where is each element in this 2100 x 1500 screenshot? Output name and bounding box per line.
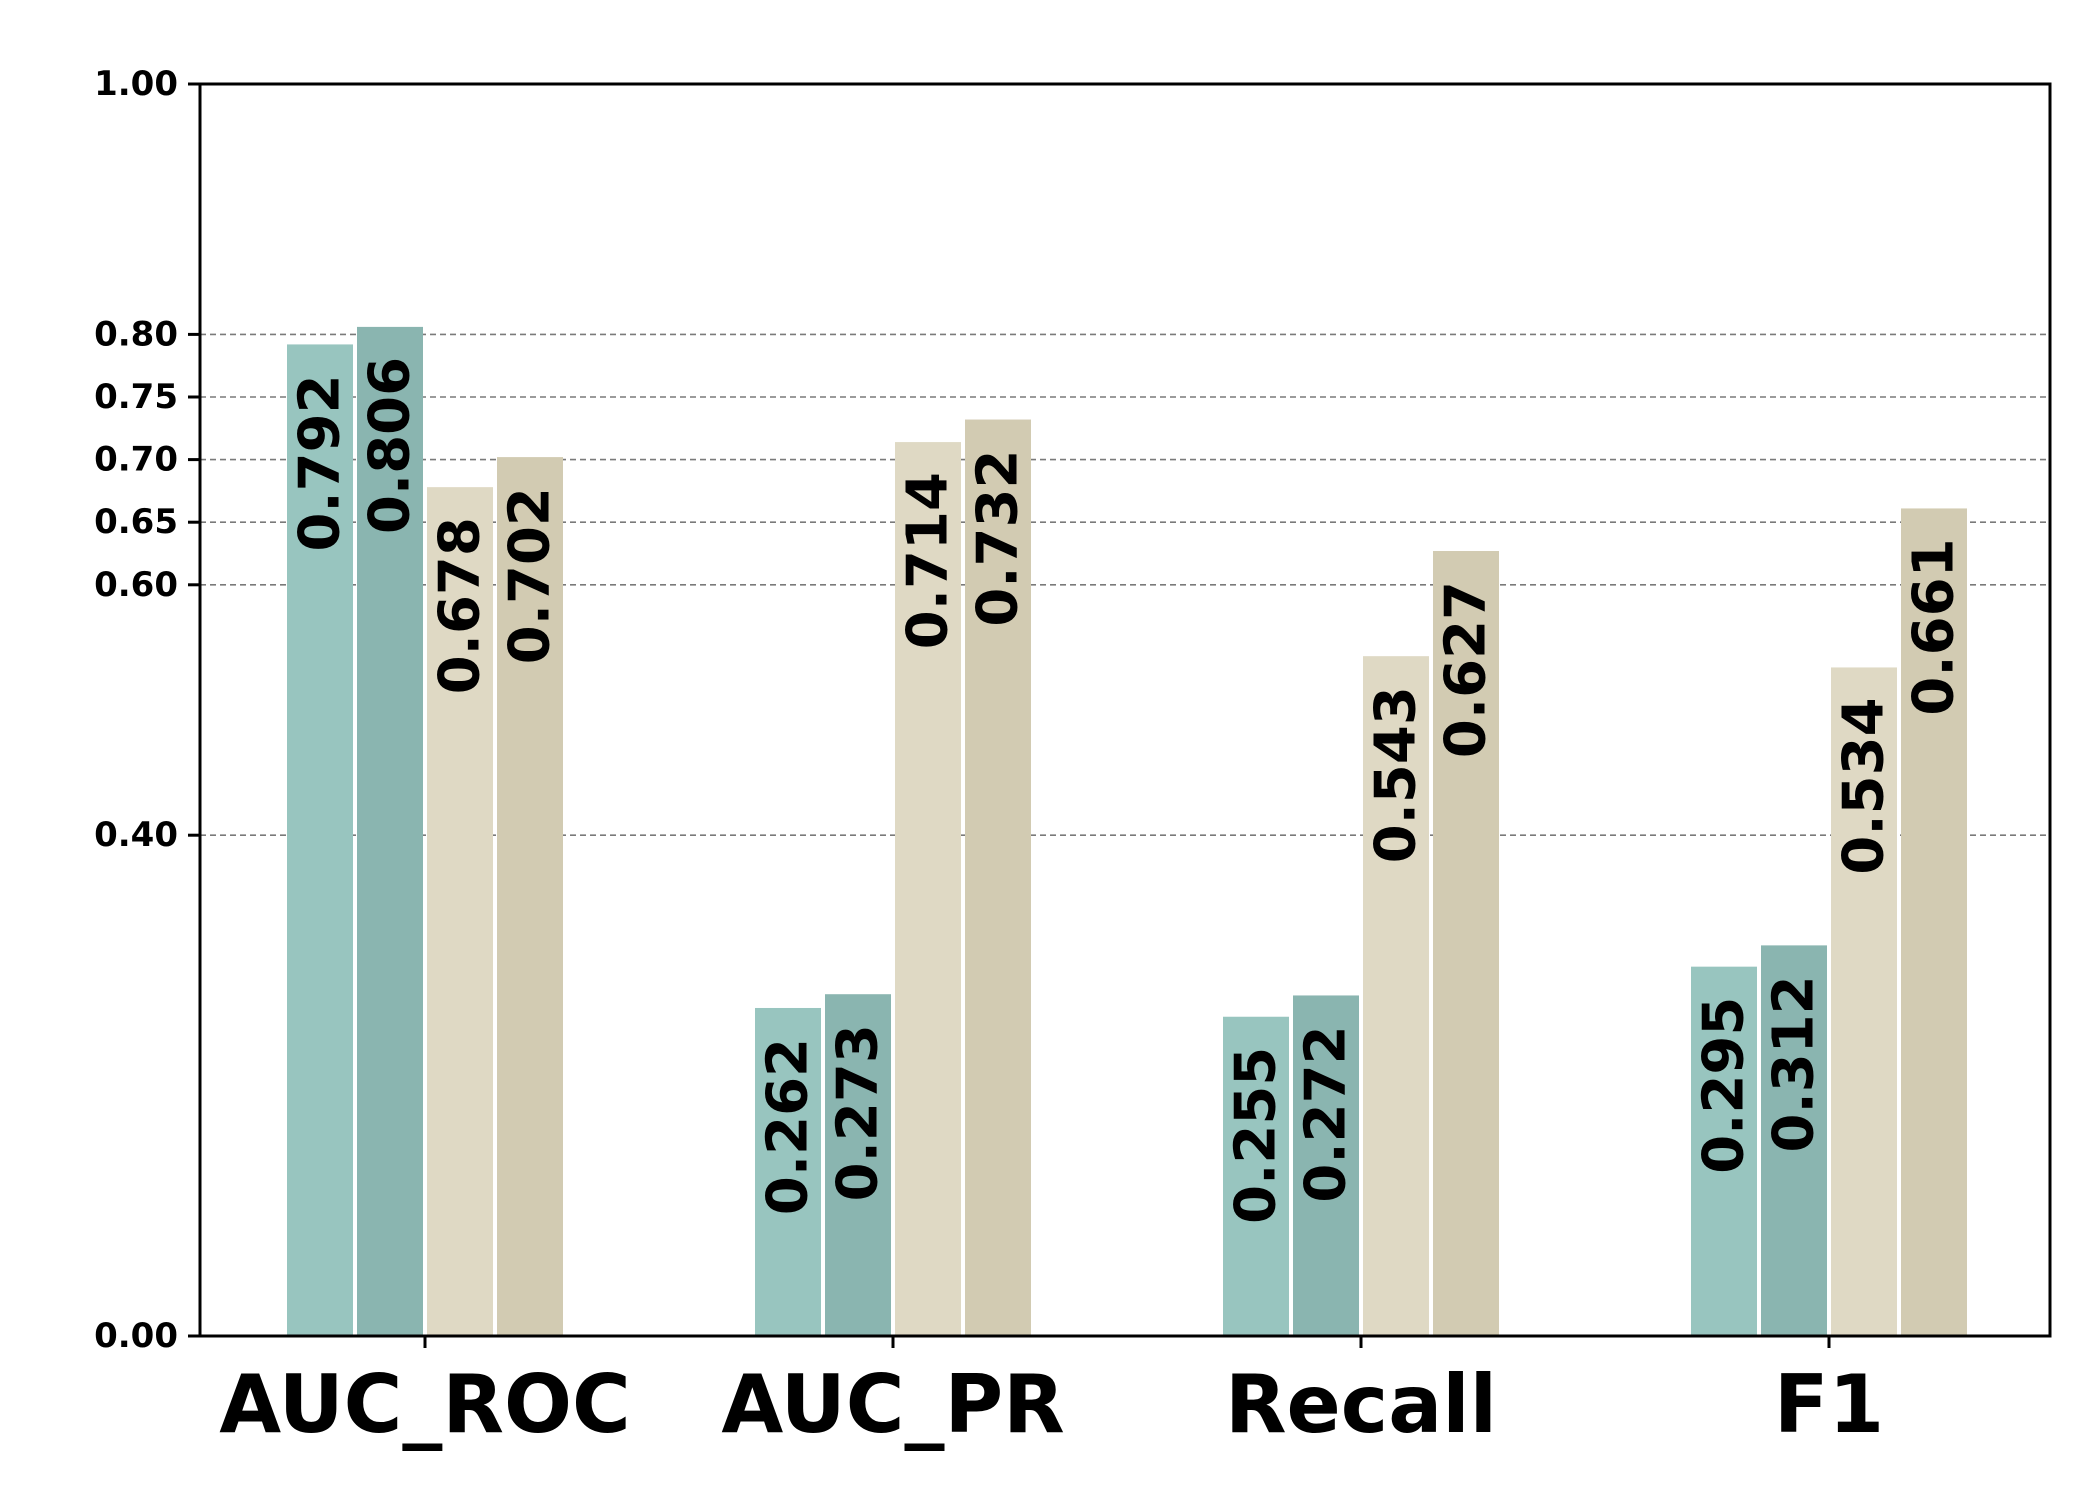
x-tick-label: AUC_PR (721, 1358, 1064, 1451)
bar (895, 442, 961, 1336)
plot-frame (198, 82, 2052, 1338)
y-tick-label: 0.80 (94, 314, 178, 354)
bar (427, 487, 493, 1336)
bar-value-label: 0.627 (1434, 581, 1499, 758)
bar (497, 457, 563, 1336)
bar (287, 344, 353, 1336)
y-tick-label: 1.00 (94, 64, 178, 104)
y-tick-label: 0.70 (94, 440, 178, 480)
y-tick-label: 0.60 (94, 565, 178, 605)
bar (1363, 656, 1429, 1336)
bar (1901, 508, 1967, 1337)
bar (1433, 550, 1499, 1336)
y-tick-label: 0.40 (94, 815, 178, 855)
bar (1691, 966, 1757, 1336)
grid-lines (200, 333, 2050, 837)
bars (287, 326, 1967, 1337)
bar-value-label: 0.792 (288, 374, 353, 551)
bar-value-label: 0.702 (498, 487, 563, 664)
y-tick-label: 0.65 (94, 502, 178, 542)
bar-value-label: 0.272 (1294, 1025, 1359, 1202)
x-axis-ticks: AUC_ROC AUC_PR Recall F1 (219, 1336, 1884, 1451)
bar (1293, 995, 1359, 1336)
bar (357, 326, 423, 1336)
y-axis-ticks: 0.00 0.40 0.60 0.65 0.70 0.75 0.80 1.00 (94, 64, 200, 1356)
bar (1831, 667, 1897, 1336)
bar-value-label: 0.714 (896, 472, 961, 649)
bar-value-label: 0.661 (1902, 538, 1967, 715)
x-tick-label: AUC_ROC (219, 1358, 630, 1451)
bar (1223, 1016, 1289, 1336)
x-tick-label: Recall (1225, 1358, 1497, 1451)
bar (755, 1007, 821, 1336)
bar (965, 419, 1031, 1336)
bar-value-label: 0.543 (1364, 686, 1429, 863)
bar-value-label: 0.534 (1832, 697, 1897, 874)
bar-value-label: 0.262 (756, 1038, 821, 1215)
bar-value-label: 0.312 (1762, 975, 1827, 1152)
x-tick-label: F1 (1774, 1358, 1884, 1451)
bar-value-label: 0.806 (358, 357, 423, 534)
bar-value-label: 0.255 (1224, 1047, 1289, 1224)
bar-value-label: 0.678 (428, 517, 493, 694)
bar-value-label: 0.295 (1692, 997, 1757, 1174)
bar-value-label: 0.732 (966, 450, 1031, 627)
bar (1761, 945, 1827, 1336)
y-tick-label: 0.00 (94, 1316, 178, 1356)
bar (825, 994, 891, 1336)
bar-value-label: 0.273 (826, 1024, 891, 1201)
y-tick-label: 0.75 (94, 377, 178, 417)
